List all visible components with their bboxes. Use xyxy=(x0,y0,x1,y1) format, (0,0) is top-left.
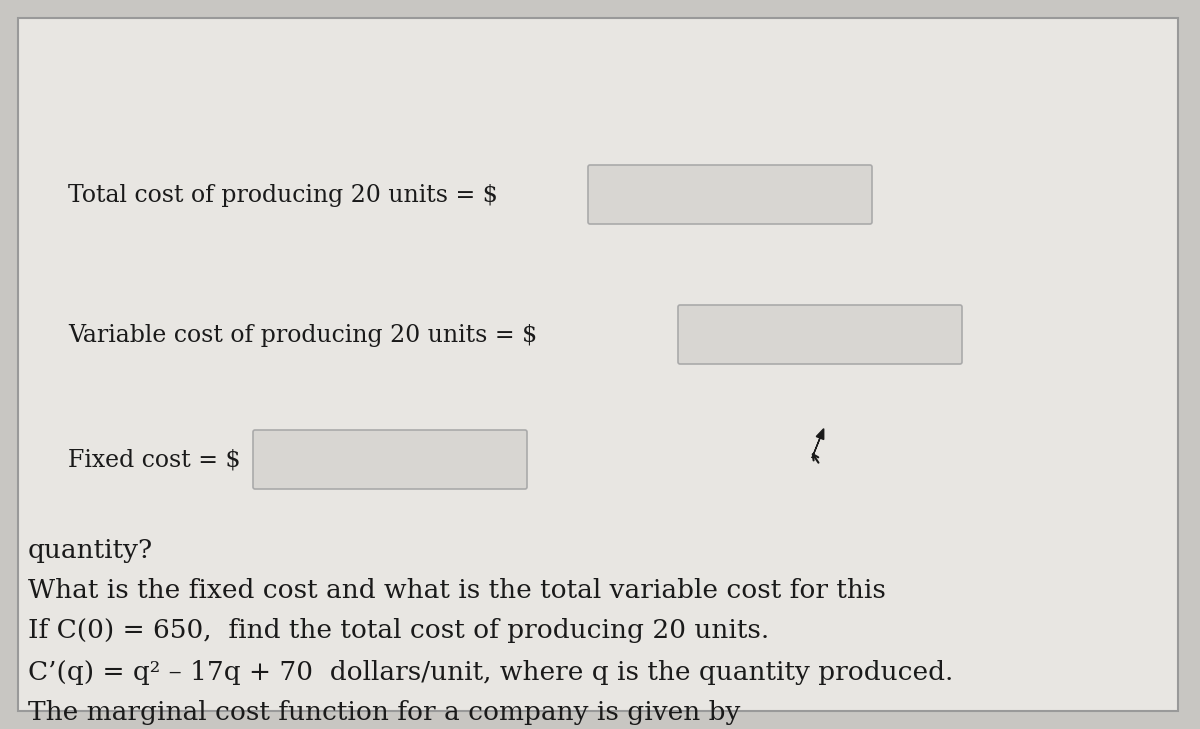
Text: What is the fixed cost and what is the total variable cost for this: What is the fixed cost and what is the t… xyxy=(28,578,886,603)
FancyBboxPatch shape xyxy=(678,305,962,364)
FancyArrow shape xyxy=(812,429,823,458)
FancyBboxPatch shape xyxy=(253,430,527,489)
FancyBboxPatch shape xyxy=(588,165,872,224)
Text: The marginal cost function for a company is given by: The marginal cost function for a company… xyxy=(28,700,740,725)
FancyBboxPatch shape xyxy=(18,18,1178,711)
Text: If C(0) = 650,  find the total cost of producing 20 units.: If C(0) = 650, find the total cost of pr… xyxy=(28,618,769,643)
Text: quantity?: quantity? xyxy=(28,538,154,563)
Text: Variable cost of producing 20 units = $: Variable cost of producing 20 units = $ xyxy=(68,324,538,346)
Text: C’(q) = q² – 17q + 70  dollars/unit, where q is the quantity produced.: C’(q) = q² – 17q + 70 dollars/unit, wher… xyxy=(28,660,953,685)
Text: Total cost of producing 20 units = $: Total cost of producing 20 units = $ xyxy=(68,184,498,206)
Text: Fixed cost = $: Fixed cost = $ xyxy=(68,448,241,472)
